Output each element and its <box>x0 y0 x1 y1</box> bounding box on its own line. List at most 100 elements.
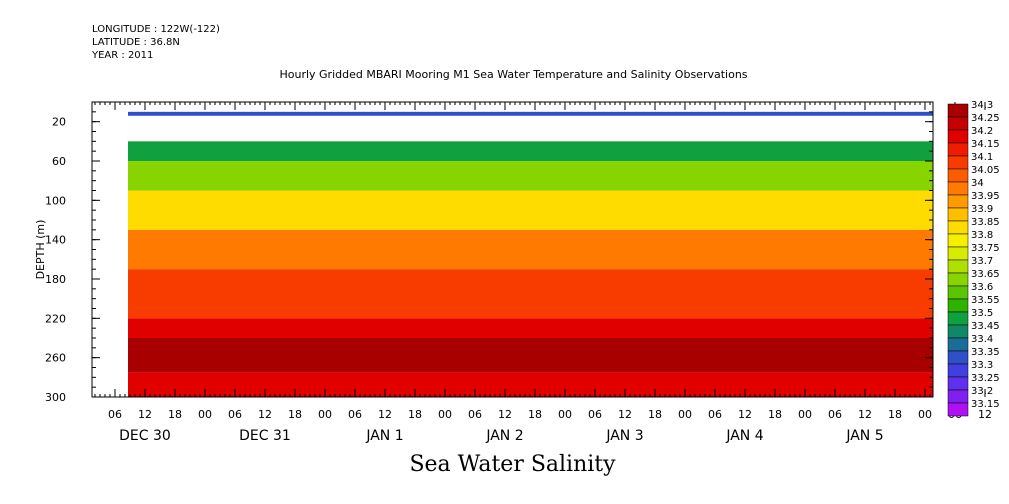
colorbar-swatch <box>947 233 969 248</box>
colorbar-swatch <box>947 259 969 274</box>
colorbar-swatch <box>947 116 969 131</box>
colorbar-swatch <box>947 337 969 352</box>
y-axis-label: DEPTH (m) <box>34 220 47 280</box>
x-tick-label: 00 <box>678 408 692 421</box>
colorbar-label: 33.9 <box>971 204 993 215</box>
colorbar-swatch <box>947 402 969 417</box>
depth-band <box>128 161 933 191</box>
colorbar-label: 33.95 <box>971 191 1000 202</box>
x-tick-label: 18 <box>408 408 422 421</box>
colorbar-label: 34.3 <box>971 100 993 111</box>
x-tick-label: 06 <box>708 408 722 421</box>
y-tick-label: 140 <box>45 234 66 247</box>
longitude-label: LONGITUDE : 122W(-122) <box>92 24 220 35</box>
x-tick-label: 18 <box>528 408 542 421</box>
depth-band <box>128 141 933 161</box>
latitude-label: LATITUDE : 36.8N <box>92 37 180 48</box>
y-tick-label: 300 <box>45 391 66 404</box>
y-tick-label: 220 <box>45 312 66 325</box>
bottom-title: Sea Water Salinity <box>409 452 616 477</box>
colorbar-label: 34.25 <box>971 113 1000 124</box>
colorbar-label: 33.55 <box>971 295 1000 306</box>
colorbar-label: 34.2 <box>971 126 993 137</box>
x-tick-label: 12 <box>738 408 752 421</box>
colorbar-swatch <box>947 298 969 313</box>
x-day-label: JAN 5 <box>845 428 883 444</box>
x-tick-label: 06 <box>348 408 362 421</box>
depth-band <box>128 190 933 230</box>
y-tick-label: 260 <box>45 352 66 365</box>
depth-band <box>128 372 933 397</box>
colorbar-swatch <box>947 363 969 378</box>
colorbar-label: 34 <box>971 178 984 189</box>
colorbar-swatch <box>947 207 969 222</box>
x-tick-label: 18 <box>768 408 782 421</box>
colorbar-swatch <box>947 194 969 209</box>
x-tick-label: 12 <box>138 408 152 421</box>
x-day-label: JAN 2 <box>485 428 523 444</box>
colorbar-label: 34.1 <box>971 152 993 163</box>
colorbar-label: 33.75 <box>971 243 1000 254</box>
x-day-label: DEC 30 <box>119 428 171 444</box>
x-tick-label: 06 <box>588 408 602 421</box>
colorbar-swatch <box>947 350 969 365</box>
colorbar-swatch <box>947 129 969 144</box>
x-tick-label: 00 <box>558 408 572 421</box>
depth-band <box>128 269 933 319</box>
colorbar-label: 33.3 <box>971 360 993 371</box>
y-tick-label: 20 <box>52 116 66 129</box>
colorbar-label: 33.6 <box>971 282 993 293</box>
colorbar-swatch <box>947 168 969 183</box>
colorbar-swatch <box>947 311 969 326</box>
x-tick-label: 06 <box>468 408 482 421</box>
colorbar-label: 33.5 <box>971 308 993 319</box>
x-tick-label: 00 <box>198 408 212 421</box>
colorbar-swatch <box>947 324 969 339</box>
colorbar-swatch <box>947 220 969 235</box>
x-day-label: JAN 3 <box>605 428 643 444</box>
y-tick-label: 60 <box>52 155 66 168</box>
colorbar-swatch <box>947 142 969 157</box>
x-tick-label: 18 <box>288 408 302 421</box>
colorbar-label: 33.65 <box>971 269 1000 280</box>
x-tick-label: 00 <box>318 408 332 421</box>
x-tick-label: 12 <box>618 408 632 421</box>
colorbar-swatch <box>947 181 969 196</box>
x-tick-label: 18 <box>648 408 662 421</box>
colorbar-label: 34.05 <box>971 165 1000 176</box>
depth-band <box>128 338 933 373</box>
y-tick-label: 100 <box>45 194 66 207</box>
x-tick-label: 12 <box>378 408 392 421</box>
colorbar-swatch <box>947 246 969 261</box>
colorbar-label: 33.35 <box>971 347 1000 358</box>
x-tick-label: 18 <box>168 408 182 421</box>
colorbar-swatch <box>947 376 969 391</box>
colorbar-label: 33.8 <box>971 230 993 241</box>
chart-title: Hourly Gridded MBARI Mooring M1 Sea Wate… <box>279 68 748 81</box>
depth-band <box>128 229 933 270</box>
x-tick-label: 00 <box>438 408 452 421</box>
colorbar-label: 33.85 <box>971 217 1000 228</box>
colorbar-swatch <box>947 272 969 287</box>
colorbar-label: 33.25 <box>971 373 1000 384</box>
colorbar-label: 33.45 <box>971 321 1000 332</box>
colorbar-swatch <box>947 285 969 300</box>
colorbar-swatch <box>947 389 969 404</box>
depth-band <box>128 318 933 338</box>
x-tick-label: 12 <box>858 408 872 421</box>
x-tick-label: 12 <box>258 408 272 421</box>
x-tick-label: 06 <box>108 408 122 421</box>
x-day-label: DEC 31 <box>239 428 291 444</box>
x-tick-label: 18 <box>888 408 902 421</box>
x-day-label: JAN 1 <box>365 428 403 444</box>
x-tick-label: 00 <box>918 408 932 421</box>
x-tick-label: 00 <box>798 408 812 421</box>
x-day-label: JAN 4 <box>725 428 763 444</box>
colorbar-swatch <box>947 155 969 170</box>
depth-band <box>128 111 933 116</box>
year-label: YEAR : 2011 <box>92 50 154 61</box>
colorbar-label: 33.2 <box>971 386 993 397</box>
y-tick-label: 180 <box>45 273 66 286</box>
colorbar-label: 34.15 <box>971 139 1000 150</box>
